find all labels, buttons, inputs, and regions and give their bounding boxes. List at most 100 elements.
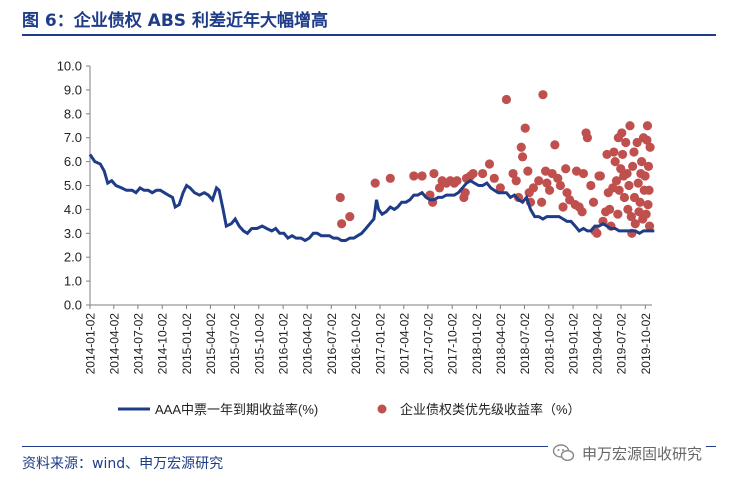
scatter-point — [553, 173, 563, 183]
scatter-point — [625, 121, 635, 131]
legend-dots-label: 企业债权类优先级收益率（%） — [400, 402, 581, 417]
scatter-point — [434, 183, 445, 193]
y-tick-label: 0.0 — [64, 298, 82, 313]
scatter-point — [643, 200, 653, 210]
y-tick-label: 10.0 — [57, 59, 82, 74]
scatter-point — [385, 173, 395, 183]
scatter-point — [542, 178, 552, 188]
scatter-point — [508, 168, 518, 179]
line-series — [88, 153, 655, 243]
x-tick-label: 2018-07-02 — [518, 313, 532, 375]
scatter-point — [520, 123, 530, 133]
scatter-point — [592, 228, 602, 238]
x-tick-label: 2016-01-02 — [277, 313, 291, 375]
scatter-point — [429, 168, 439, 179]
x-tick-label: 2014-10-02 — [156, 313, 170, 375]
scatter-point — [555, 180, 566, 191]
y-tick-label: 1.0 — [64, 274, 82, 289]
scatter-point — [562, 188, 572, 198]
scatter-point — [629, 147, 639, 157]
scatter-point — [558, 202, 568, 212]
x-tick-label: 2016-10-02 — [349, 313, 363, 375]
scatter-point — [588, 197, 599, 207]
scatter-point — [644, 185, 654, 195]
scatter-point — [495, 183, 505, 193]
chart-title: 图 6：企业债权 ABS 利差近年大幅增高 — [22, 11, 328, 31]
scatter-point — [582, 133, 592, 143]
scatter-point — [611, 176, 622, 186]
scatter-point — [624, 180, 634, 191]
scatter-point — [544, 185, 555, 195]
scatter-point — [640, 171, 650, 181]
x-tick-label: 2015-01-02 — [180, 313, 194, 375]
scatter-point — [460, 188, 470, 198]
x-tick-label: 2015-04-02 — [204, 313, 218, 375]
scatter-point — [628, 161, 638, 171]
scatter-point — [626, 211, 636, 222]
scatter-point — [578, 168, 589, 179]
scatter-point — [644, 221, 655, 231]
scatter-point — [550, 140, 560, 150]
scatter-point — [370, 178, 380, 188]
x-tick-label: 2014-01-02 — [84, 313, 98, 375]
scatter-point — [409, 171, 419, 181]
x-tick-label: 2017-10-02 — [446, 313, 460, 375]
scatter-point — [537, 197, 547, 207]
scatter-point — [621, 137, 631, 148]
scatter-point — [489, 173, 499, 183]
scatter-point — [635, 197, 645, 207]
y-tick-label: 4.0 — [64, 202, 82, 217]
scatter-point — [634, 207, 644, 217]
scatter-point — [516, 142, 526, 152]
scatter-point — [617, 128, 627, 138]
scatter-point — [613, 209, 623, 219]
scatter-point — [523, 166, 533, 176]
x-tick-label: 2016-04-02 — [301, 313, 315, 375]
scatter-point — [337, 219, 347, 229]
scatter-point — [641, 209, 651, 219]
x-tick-label: 2016-07-02 — [325, 313, 339, 375]
x-tick-label: 2014-04-02 — [107, 313, 121, 375]
wechat-icon — [552, 444, 575, 462]
scatter-point — [623, 204, 633, 214]
scatter-point — [610, 157, 620, 167]
scatter-point — [577, 207, 587, 217]
scatter-point — [501, 94, 512, 105]
x-tick-label: 2015-10-02 — [252, 313, 266, 375]
scatter-point — [630, 219, 640, 229]
scatter-point — [528, 183, 539, 193]
scatter-point — [642, 135, 652, 145]
scatter-point — [478, 168, 488, 179]
y-tick-label: 9.0 — [64, 82, 82, 97]
x-tick-label: 2017-07-02 — [421, 313, 435, 375]
x-tick-label: 2018-01-02 — [470, 313, 484, 375]
x-tick-label: 2019-07-02 — [614, 313, 628, 375]
brand-watermark: 申万宏源固收研究 — [548, 438, 707, 468]
x-tick-label: 2019-04-02 — [590, 313, 604, 375]
x-axis: 2014-01-02 2014-04-02 2014-07-02 2014-10-02… — [84, 305, 653, 374]
scatter-series — [335, 90, 655, 238]
chart: 0.0 1.0 2.0 3.0 4.0 5.0 6.0 7.0 8.0 9.0 10.0 2014-… — [57, 59, 655, 417]
scatter-point — [534, 176, 544, 186]
scatter-point — [642, 121, 653, 131]
scatter-point — [538, 90, 548, 100]
scatter-point — [619, 192, 630, 203]
scatter-point — [605, 204, 615, 214]
y-tick-label: 8.0 — [64, 106, 82, 121]
x-tick-label: 2017-04-02 — [397, 313, 411, 375]
scatter-point — [614, 185, 624, 195]
x-tick-label: 2019-01-02 — [567, 313, 581, 375]
x-tick-label: 2018-04-02 — [494, 313, 508, 375]
x-tick-label: 2015-07-02 — [228, 313, 242, 375]
y-tick-label: 6.0 — [64, 154, 82, 169]
scatter-point — [335, 192, 345, 203]
scatter-point — [511, 176, 521, 186]
title-underline — [22, 34, 716, 36]
y-tick-label: 7.0 — [64, 130, 82, 145]
legend-line-label: AAA中票一年到期收益率(%) — [155, 402, 318, 417]
y-axis: 0.0 1.0 2.0 3.0 4.0 5.0 6.0 7.0 8.0 9.0 10.0 — [57, 59, 652, 313]
scatter-point — [417, 171, 427, 181]
scatter-point — [468, 168, 478, 179]
scatter-point — [517, 152, 528, 162]
scatter-point — [616, 164, 626, 174]
